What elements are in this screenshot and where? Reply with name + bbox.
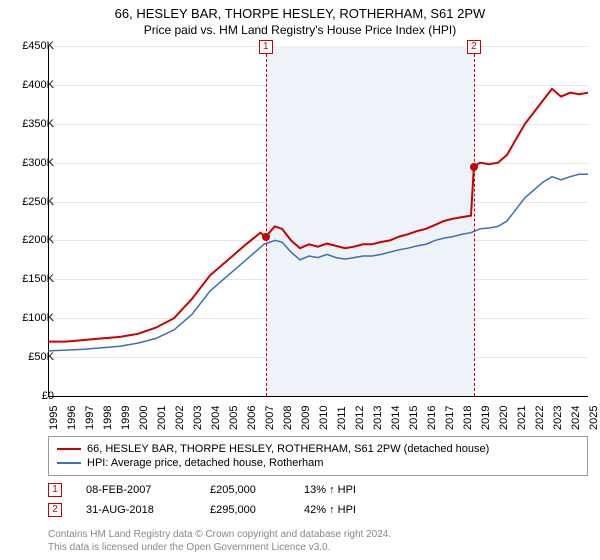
y-gridline [48,396,588,397]
line-plot [48,46,588,396]
legend-swatch-property [57,448,81,450]
x-tick-label: 2023 [552,406,564,430]
legend-label-hpi: HPI: Average price, detached house, Roth… [87,457,323,469]
x-tick-label: 1995 [48,406,60,430]
sale-price-2: £295,000 [210,504,280,516]
x-tick-label: 2017 [444,406,456,430]
sale-marker-dot [262,233,270,241]
series-hpi [48,174,588,351]
sale-pct-1: 13% ↑ HPI [304,484,356,496]
footer-line-1: Contains HM Land Registry data © Crown c… [48,528,391,541]
legend-row-property: 66, HESLEY BAR, THORPE HESLEY, ROTHERHAM… [57,442,579,456]
footer: Contains HM Land Registry data © Crown c… [48,528,391,554]
x-tick-label: 2000 [138,406,150,430]
x-tick-label: 2002 [174,406,186,430]
sale-row-1: 1 08-FEB-2007 £205,000 13% ↑ HPI [48,480,588,500]
sales-table: 1 08-FEB-2007 £205,000 13% ↑ HPI 2 31-AU… [48,480,588,520]
x-tick-label: 1999 [120,406,132,430]
x-tick-label: 1996 [66,406,78,430]
legend: 66, HESLEY BAR, THORPE HESLEY, ROTHERHAM… [48,436,588,476]
legend-row-hpi: HPI: Average price, detached house, Roth… [57,456,579,470]
x-tick-label: 2019 [480,406,492,430]
x-tick-label: 2020 [498,406,510,430]
x-tick-label: 1997 [84,406,96,430]
x-tick-label: 2022 [534,406,546,430]
sale-date-1: 08-FEB-2007 [86,484,186,496]
sale-date-2: 31-AUG-2018 [86,504,186,516]
sale-marker-line [474,54,475,396]
chart-title: 66, HESLEY BAR, THORPE HESLEY, ROTHERHAM… [0,0,600,21]
x-tick-label: 2001 [156,406,168,430]
footer-line-2: This data is licensed under the Open Gov… [48,541,391,554]
x-tick-label: 2003 [192,406,204,430]
x-tick-label: 2021 [516,406,528,430]
x-tick-label: 2006 [246,406,258,430]
sale-marker-dot [470,163,478,171]
sale-marker-box: 2 [467,40,481,54]
x-tick-label: 2005 [228,406,240,430]
x-tick-label: 2018 [462,406,474,430]
x-tick-label: 2009 [300,406,312,430]
x-tick-label: 2015 [408,406,420,430]
chart-container: 66, HESLEY BAR, THORPE HESLEY, ROTHERHAM… [0,0,600,560]
x-tick-label: 2010 [318,406,330,430]
x-tick-label: 2024 [570,406,582,430]
legend-label-property: 66, HESLEY BAR, THORPE HESLEY, ROTHERHAM… [87,443,489,455]
legend-swatch-hpi [57,462,81,464]
sale-row-2: 2 31-AUG-2018 £295,000 42% ↑ HPI [48,500,588,520]
x-tick-label: 2008 [282,406,294,430]
x-tick-label: 1998 [102,406,114,430]
sale-marker-1: 1 [48,483,62,497]
x-tick-label: 2011 [336,406,348,430]
x-tick-label: 2025 [588,406,600,430]
chart-subtitle: Price paid vs. HM Land Registry's House … [0,21,600,37]
x-tick-label: 2004 [210,406,222,430]
sale-price-1: £205,000 [210,484,280,496]
x-tick-label: 2007 [264,406,276,430]
sale-marker-box: 1 [259,40,273,54]
x-tick-label: 2013 [372,406,384,430]
x-tick-label: 2012 [354,406,366,430]
sale-marker-line [266,54,267,396]
plot-area: 12 [48,46,588,396]
sale-pct-2: 42% ↑ HPI [304,504,356,516]
sale-marker-2: 2 [48,503,62,517]
series-property [48,89,588,342]
x-tick-label: 2014 [390,406,402,430]
x-tick-label: 2016 [426,406,438,430]
